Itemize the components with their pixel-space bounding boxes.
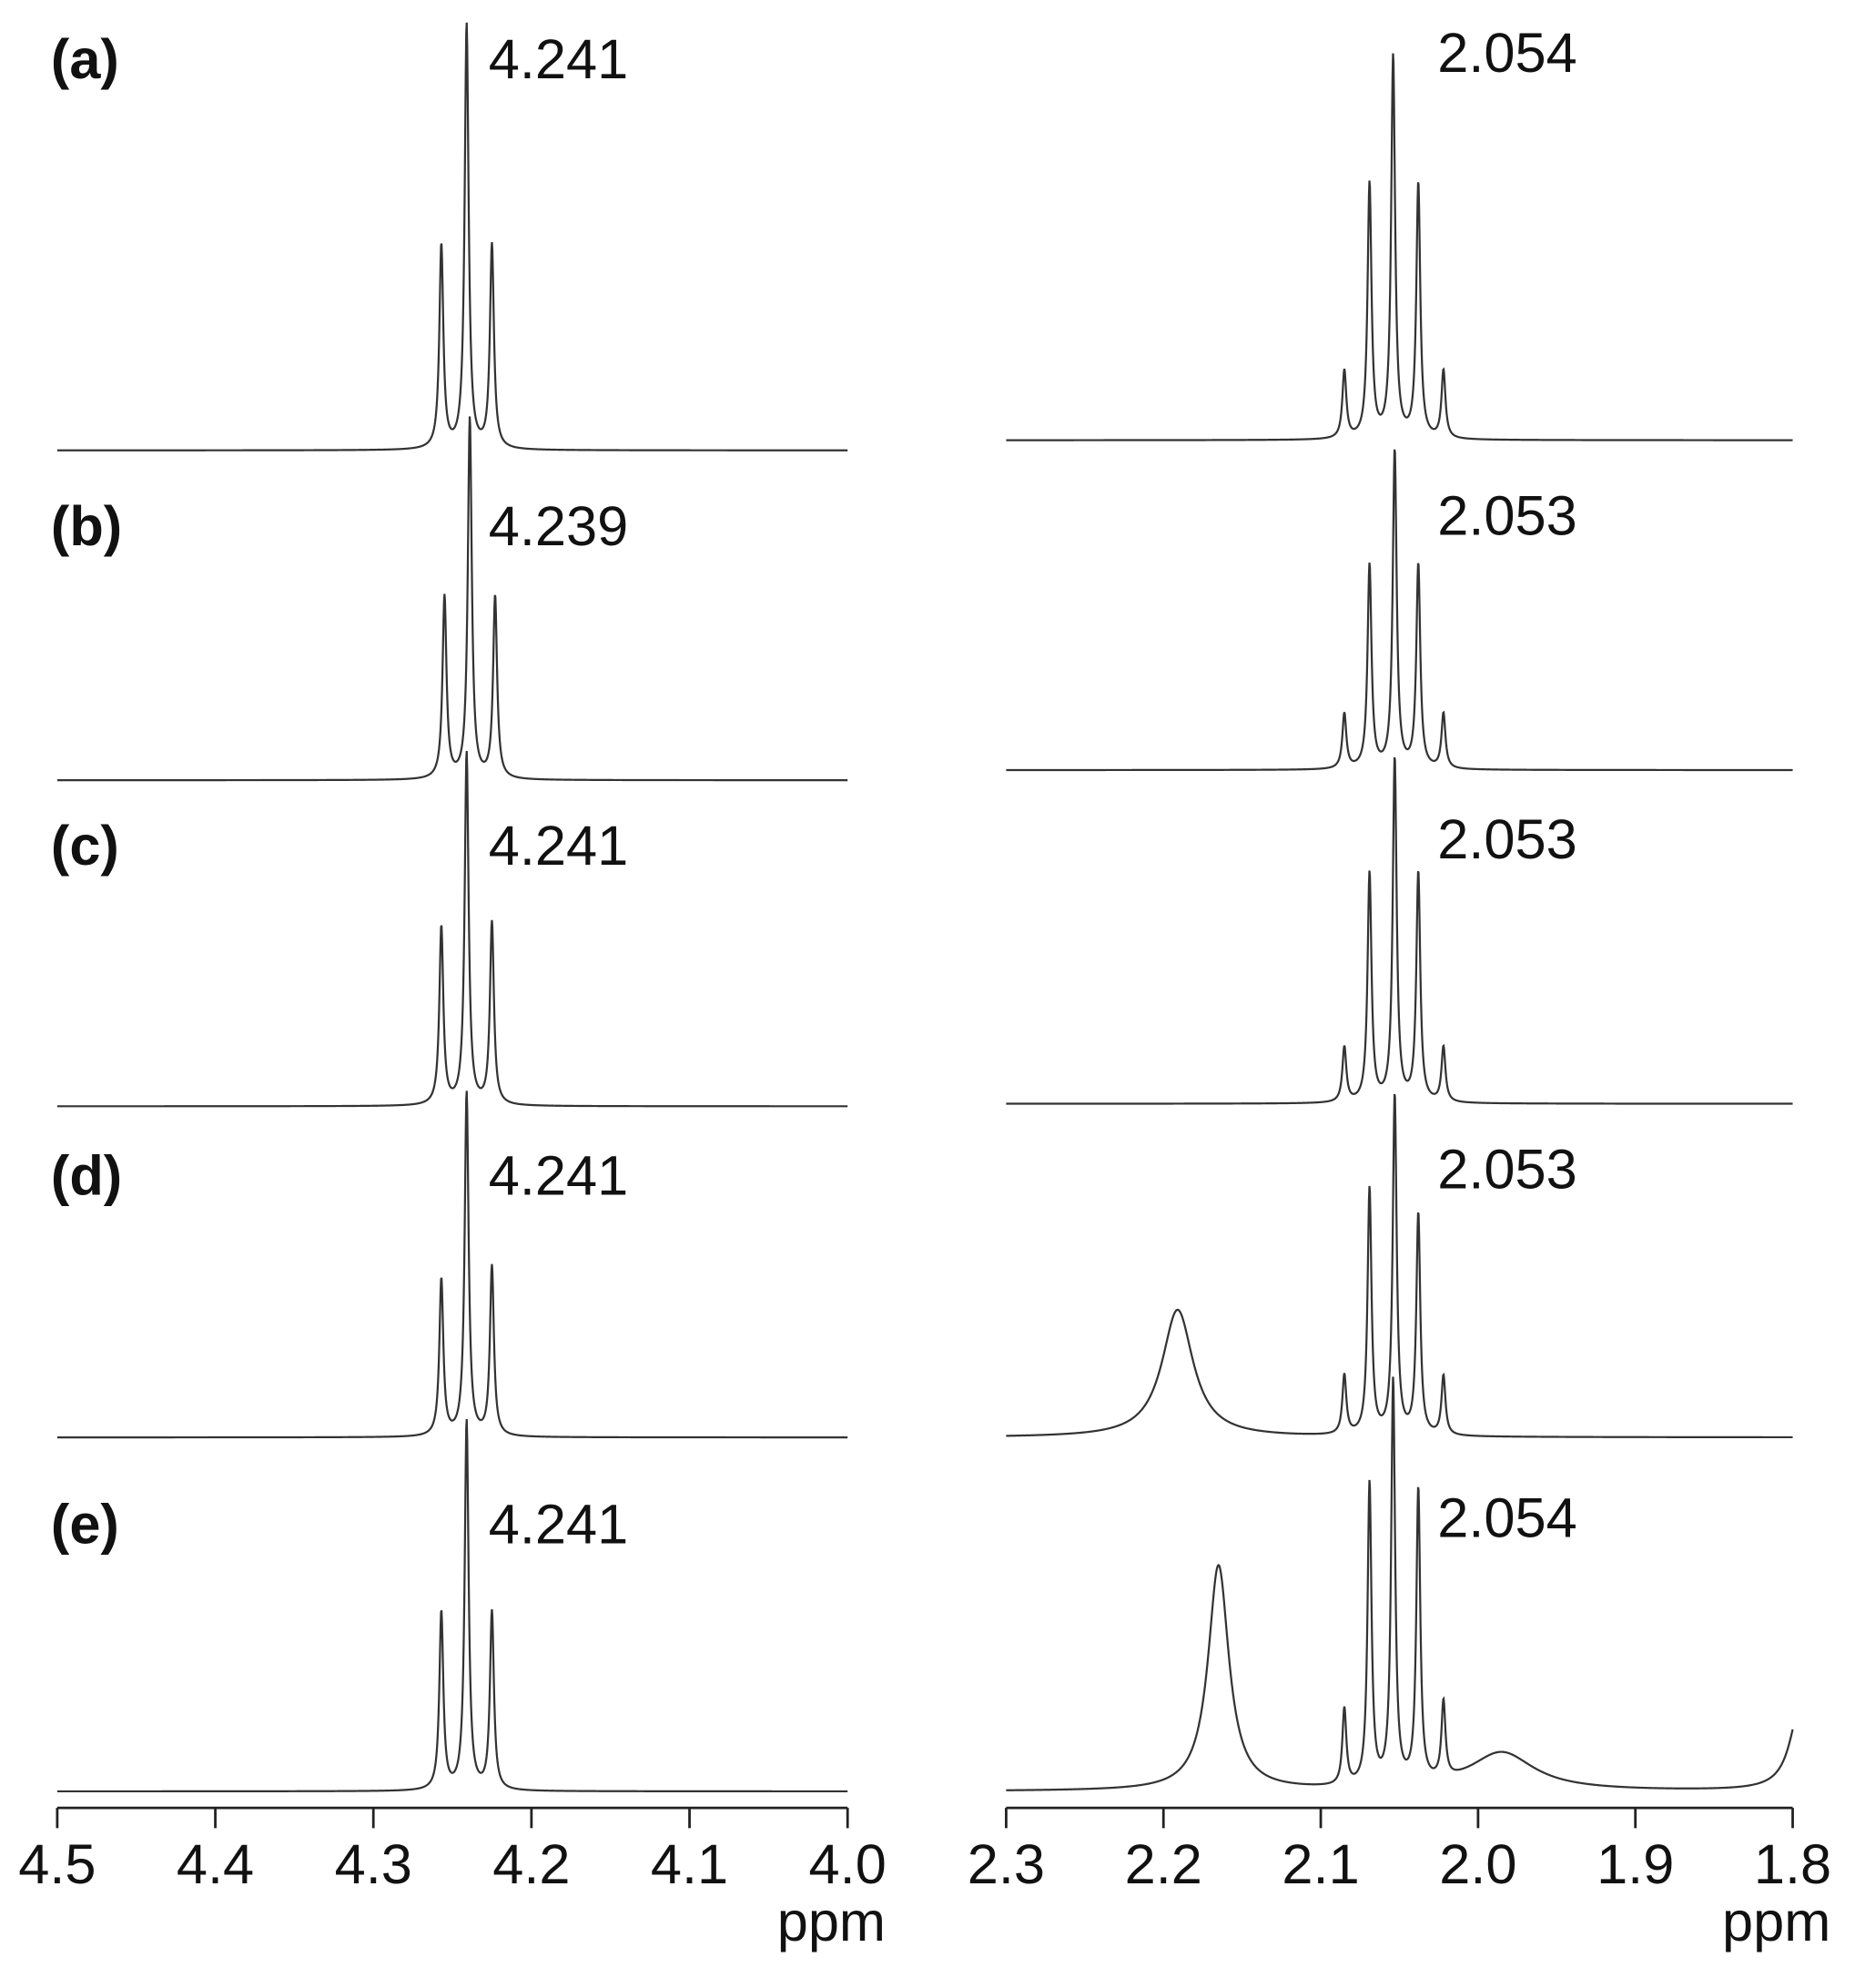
peak-label: 2.053 [1437, 807, 1576, 870]
spectrum [1006, 53, 1793, 441]
spectrum [56, 750, 848, 1108]
spectrum [56, 1418, 848, 1793]
x-tick-label: 2.0 [1439, 1832, 1516, 1895]
peak-label: 4.241 [489, 1143, 628, 1206]
x-axis-label: ppm [1722, 1890, 1830, 1952]
x-tick-label: 4.5 [18, 1832, 96, 1895]
peak-label: 4.241 [489, 814, 628, 877]
peak-label: 4.241 [489, 27, 628, 90]
x-axis-label: ppm [777, 1890, 886, 1952]
spectrum-label: (c) [51, 814, 119, 877]
spectrum [56, 1090, 848, 1439]
x-tick-label: 1.8 [1754, 1832, 1831, 1895]
spectrum-label: (a) [51, 27, 119, 90]
peak-label: 2.053 [1437, 1137, 1576, 1200]
peak-label: 2.054 [1437, 1486, 1576, 1549]
spectrum [1006, 756, 1793, 1105]
peak-label: 2.054 [1437, 21, 1576, 84]
spectrum-label: (d) [51, 1143, 122, 1206]
spectrum-label: (e) [51, 1493, 119, 1556]
spectrum [1006, 1093, 1793, 1439]
peak-label: 4.239 [489, 494, 628, 557]
spectrum-label: (b) [51, 494, 122, 557]
x-tick-label: 1.9 [1597, 1832, 1674, 1895]
x-tick-label: 4.2 [492, 1832, 570, 1895]
spectrum [1006, 449, 1793, 772]
x-tick-label: 2.2 [1125, 1832, 1202, 1895]
spectrum [56, 22, 848, 451]
x-tick-label: 2.3 [968, 1832, 1045, 1895]
x-tick-label: 4.3 [335, 1832, 412, 1895]
x-tick-label: 4.1 [651, 1832, 728, 1895]
x-tick-label: 4.0 [809, 1832, 887, 1895]
x-tick-label: 2.1 [1282, 1832, 1359, 1895]
spectrum [56, 416, 848, 782]
peak-label: 2.053 [1437, 484, 1576, 547]
x-tick-label: 4.4 [177, 1832, 254, 1895]
spectrum [1006, 1376, 1794, 1791]
peak-label: 4.241 [489, 1493, 628, 1556]
